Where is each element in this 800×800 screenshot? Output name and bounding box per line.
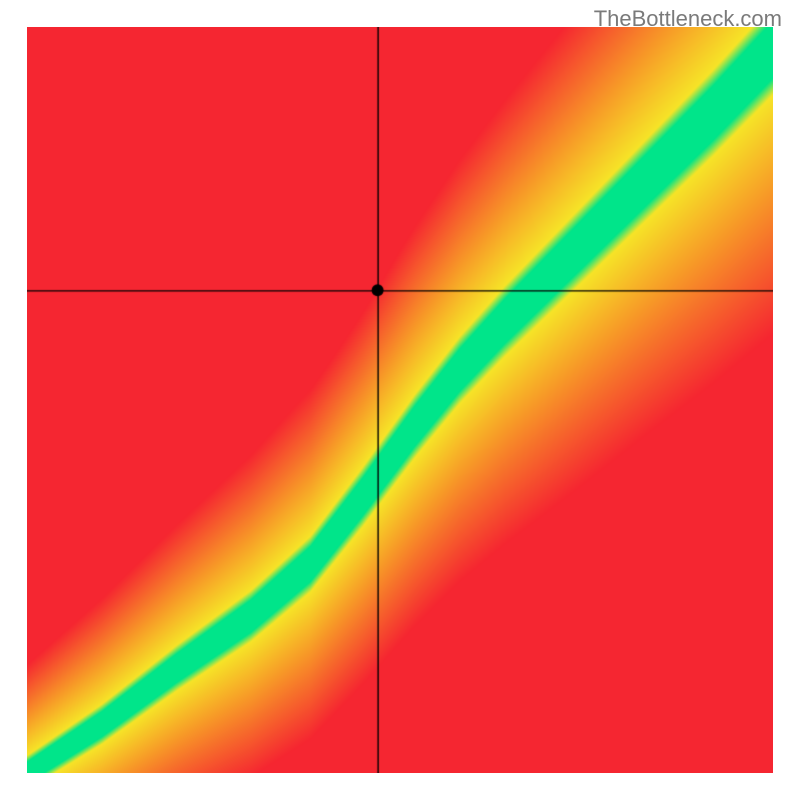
bottleneck-heatmap-canvas <box>27 27 773 773</box>
watermark-text: TheBottleneck.com <box>594 6 782 32</box>
bottleneck-heatmap-container <box>27 27 773 773</box>
